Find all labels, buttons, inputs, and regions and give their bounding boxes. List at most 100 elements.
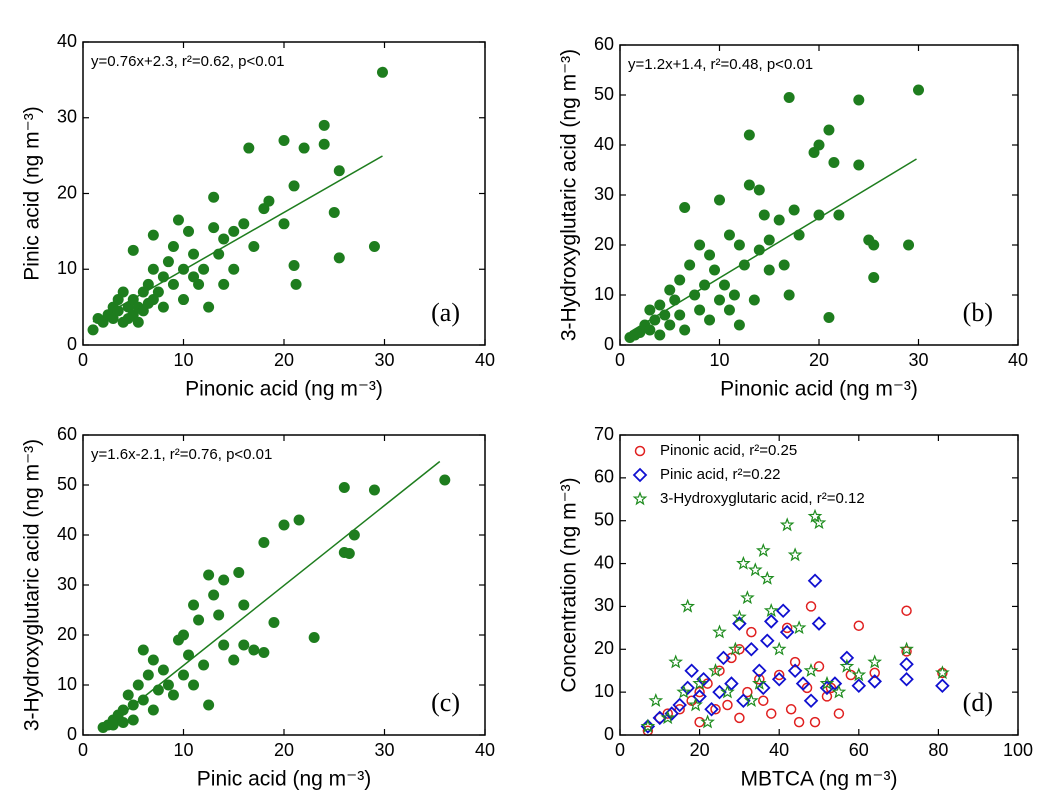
point xyxy=(248,644,260,656)
x-tick-label: 40 xyxy=(475,740,495,760)
point xyxy=(318,138,330,150)
point xyxy=(807,508,823,523)
point xyxy=(754,674,765,685)
x-axis-label: MBTCA (ng m⁻³) xyxy=(741,768,898,791)
y-tick-label: 10 xyxy=(57,674,77,694)
point xyxy=(674,309,686,321)
x-tick-label: 20 xyxy=(274,350,294,370)
point xyxy=(868,239,880,251)
point xyxy=(753,244,765,256)
point xyxy=(699,279,711,291)
point xyxy=(803,693,819,708)
x-tick-label: 30 xyxy=(908,350,928,370)
point xyxy=(763,602,779,618)
point xyxy=(676,684,692,699)
y-axis-label: 3-Hydroxyglutaric acid (ng m⁻³) xyxy=(558,49,581,341)
y-tick-label: 10 xyxy=(57,258,77,278)
point xyxy=(203,569,215,581)
point xyxy=(333,165,345,177)
point xyxy=(162,256,174,268)
y-tick-label: 70 xyxy=(594,424,614,444)
y-tick-label: 0 xyxy=(67,334,77,354)
point xyxy=(178,669,189,681)
point xyxy=(278,519,290,531)
point xyxy=(743,179,755,191)
point xyxy=(137,694,149,706)
y-tick-label: 30 xyxy=(57,574,77,594)
panel-label: (d) xyxy=(963,688,993,717)
point xyxy=(343,548,355,559)
x-tick-label: 30 xyxy=(374,350,394,370)
point xyxy=(662,708,674,719)
point xyxy=(899,657,914,672)
point xyxy=(679,324,691,336)
point xyxy=(157,664,169,676)
point xyxy=(692,675,707,690)
point xyxy=(734,712,745,724)
y-tick-label: 40 xyxy=(57,31,77,51)
point xyxy=(684,259,696,271)
point xyxy=(107,719,119,731)
point xyxy=(742,686,753,698)
point xyxy=(773,669,785,681)
point xyxy=(368,484,380,496)
point xyxy=(132,316,144,328)
y-tick-label: 50 xyxy=(594,84,614,104)
point xyxy=(723,229,735,241)
point xyxy=(935,665,950,680)
x-tick-label: 20 xyxy=(274,740,294,760)
point xyxy=(664,284,676,296)
x-tick-label: 10 xyxy=(173,740,193,760)
point xyxy=(167,278,179,290)
point xyxy=(248,241,260,253)
point xyxy=(680,598,696,613)
point xyxy=(178,294,189,306)
point xyxy=(147,263,159,275)
point xyxy=(763,234,775,246)
point xyxy=(308,632,320,643)
point xyxy=(867,654,883,669)
point xyxy=(117,286,129,298)
panel: 0 10 20 30 40 0 10 20 30 40 50 60 Pinonic acid (ng m… xyxy=(558,34,1028,401)
y-tick-label: 40 xyxy=(594,134,614,154)
point xyxy=(793,716,805,728)
point xyxy=(338,482,350,493)
point xyxy=(789,656,801,668)
point xyxy=(659,309,671,321)
plot-frame xyxy=(619,44,1019,346)
panel: 0 10 20 30 40 0 10 20 30 40 50 60 Pinic acid (ng m⁻³… xyxy=(21,424,495,791)
point xyxy=(809,716,821,728)
point xyxy=(188,679,200,691)
point xyxy=(127,714,139,726)
point xyxy=(714,194,725,206)
point xyxy=(188,599,200,611)
point xyxy=(694,239,706,251)
panel: 0 10 20 30 40 0 10 20 30 40 Pinonic acid (ng m⁻³) P… xyxy=(21,31,495,401)
x-tick-label: 60 xyxy=(849,740,869,760)
point xyxy=(743,129,755,141)
point xyxy=(728,641,743,656)
point xyxy=(238,218,250,230)
point xyxy=(648,692,664,708)
point xyxy=(732,609,747,624)
y-tick-label: 20 xyxy=(57,182,77,202)
x-tick-label: 100 xyxy=(1003,740,1033,760)
legend-marker xyxy=(634,445,646,457)
point xyxy=(213,609,225,621)
legend-marker xyxy=(632,467,648,483)
point xyxy=(743,692,759,708)
point xyxy=(218,639,230,651)
point xyxy=(704,249,716,261)
annotation: y=1.6x-2.1, r²=0.76, p<0.01 xyxy=(91,446,272,463)
point xyxy=(813,209,825,221)
point xyxy=(755,542,771,558)
point xyxy=(899,641,914,656)
y-tick-label: 20 xyxy=(594,234,614,254)
point xyxy=(218,278,230,290)
point xyxy=(833,209,845,221)
point xyxy=(167,241,179,253)
point xyxy=(152,684,164,696)
y-tick-label: 30 xyxy=(57,107,77,127)
y-tick-label: 60 xyxy=(594,467,614,487)
point xyxy=(779,624,795,640)
